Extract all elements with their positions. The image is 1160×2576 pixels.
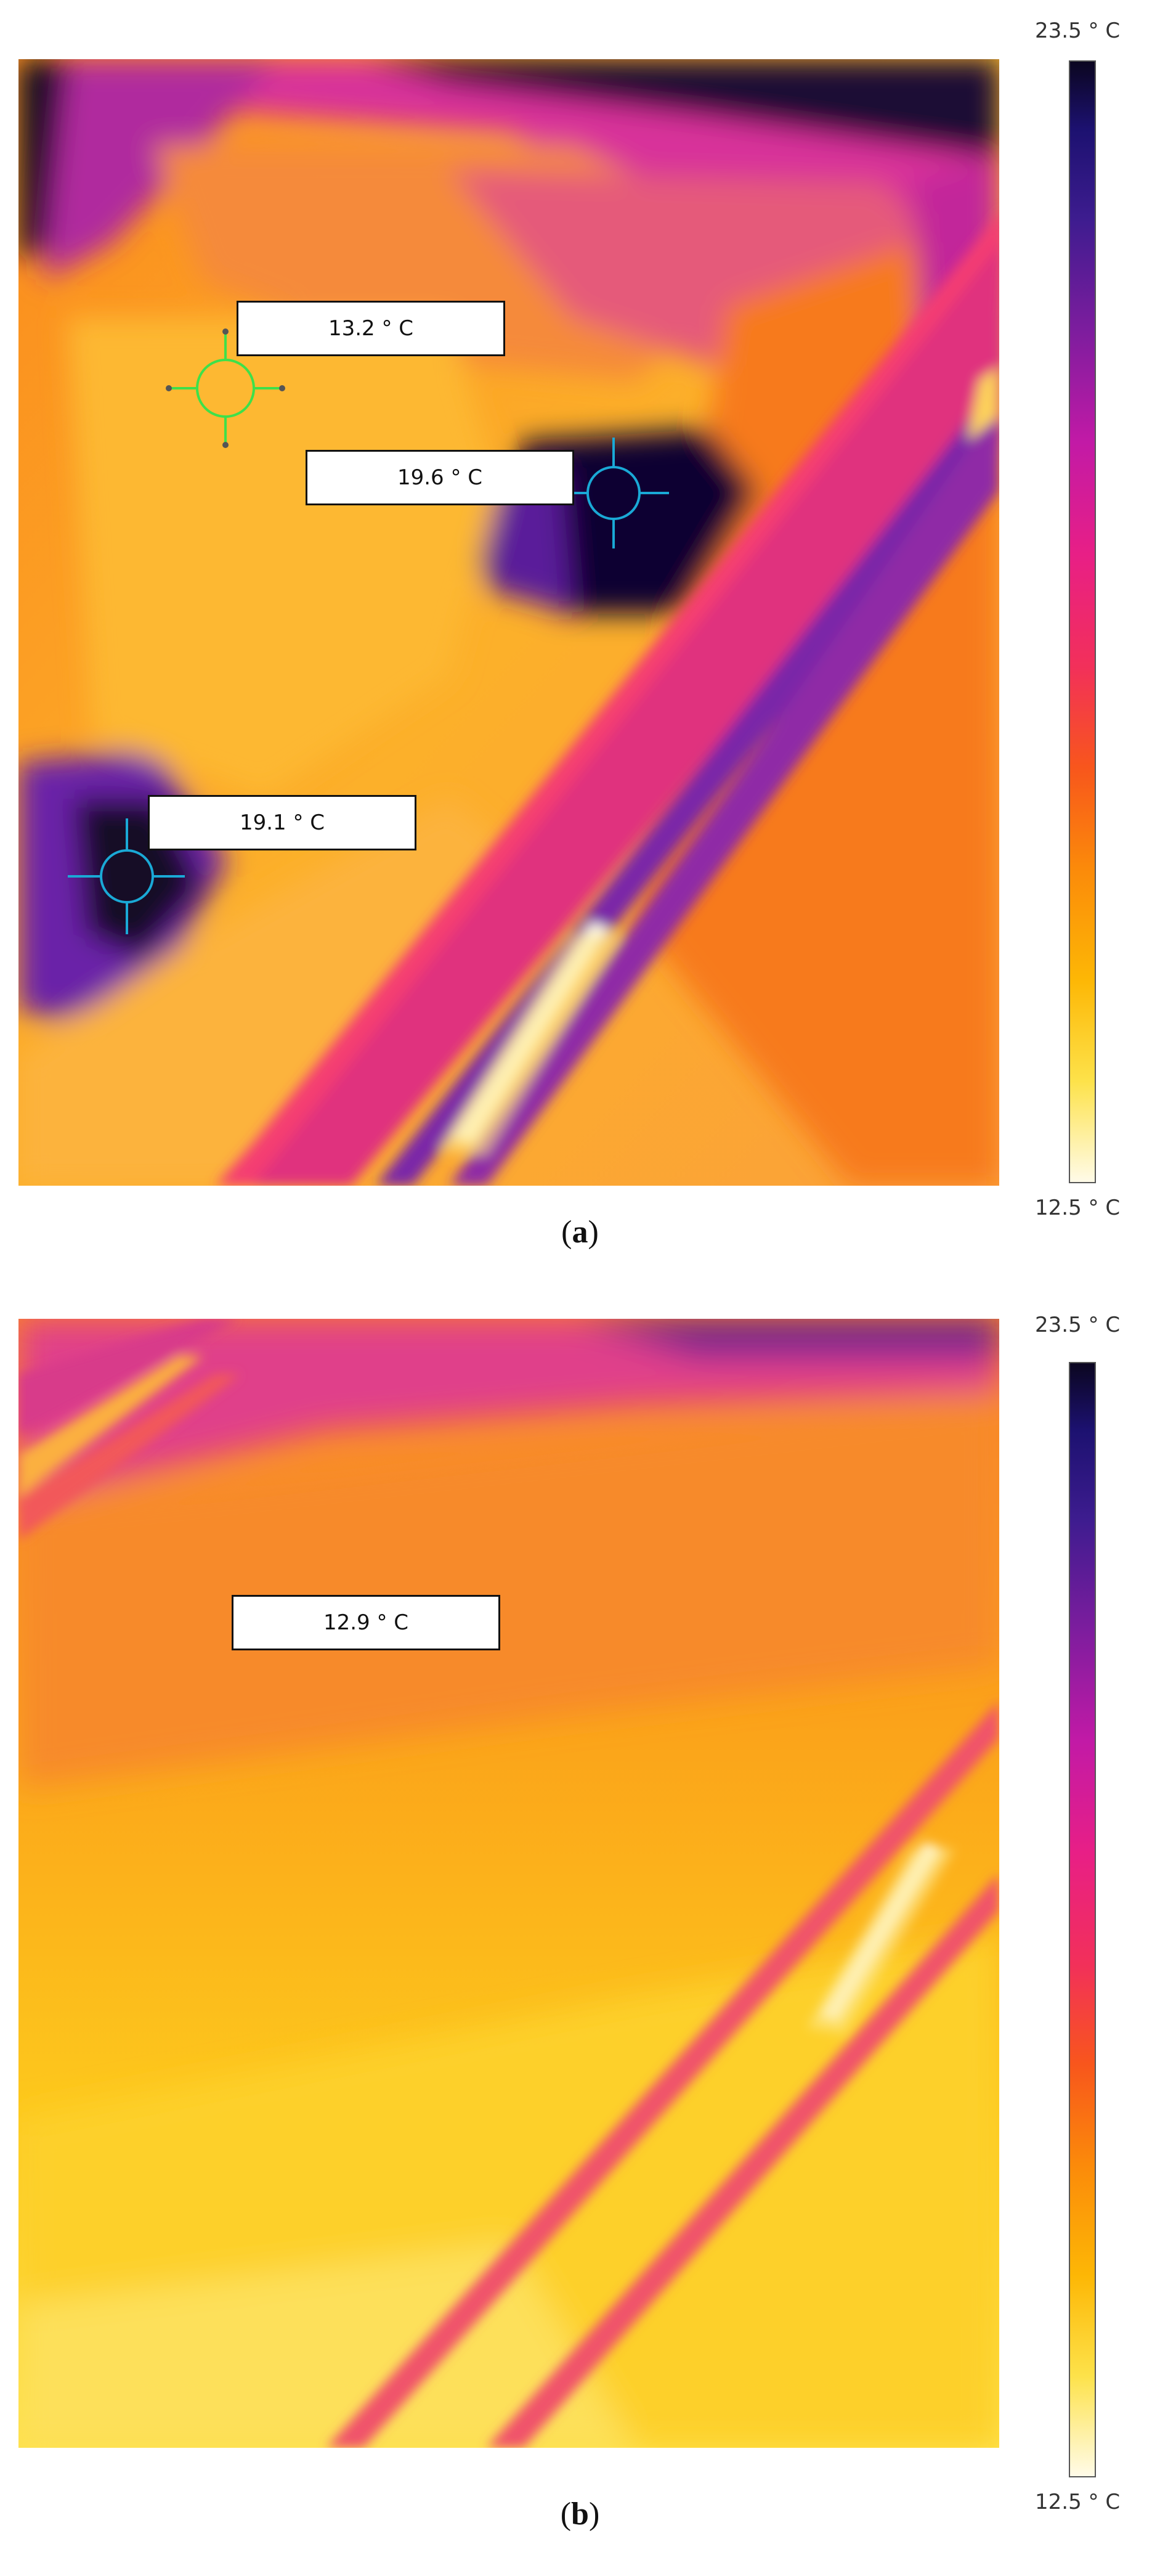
temperature-scale-bar-b: [1069, 1362, 1096, 2477]
scale-max-label-a: 23.5 ° C: [1035, 18, 1121, 43]
scale-min-label-a: 12.5 ° C: [1035, 1196, 1121, 1220]
temperature-readout-a2: 19.6 ° C: [306, 450, 574, 505]
thermal-image-a: [18, 59, 999, 1186]
thermal-image-b: [18, 1319, 999, 2448]
scale-max-label-b: 23.5 ° C: [1035, 1313, 1121, 1337]
crosshair-marker-a1: [170, 333, 281, 444]
thermal-panel-a: 13.2 ° C 19.6 ° C 19.1 ° C 23.5 ° C 12.5…: [18, 18, 1121, 1250]
caption-a: (a): [561, 1215, 599, 1250]
temperature-readout-b1: 12.9 ° C: [232, 1595, 500, 1650]
caption-b: (b): [560, 2497, 600, 2532]
scale-min-label-b: 12.5 ° C: [1035, 2490, 1121, 2514]
crosshair-marker-a3: [68, 818, 185, 934]
temperature-readout-a3: 19.1 ° C: [148, 795, 416, 850]
temperature-scale-bar-a: [1069, 60, 1096, 1183]
temperature-readout-a1: 13.2 ° C: [237, 301, 505, 356]
thermal-panel-b: 12.9 ° C 23.5 ° C 12.5 ° C (b): [0, 1288, 1160, 2576]
